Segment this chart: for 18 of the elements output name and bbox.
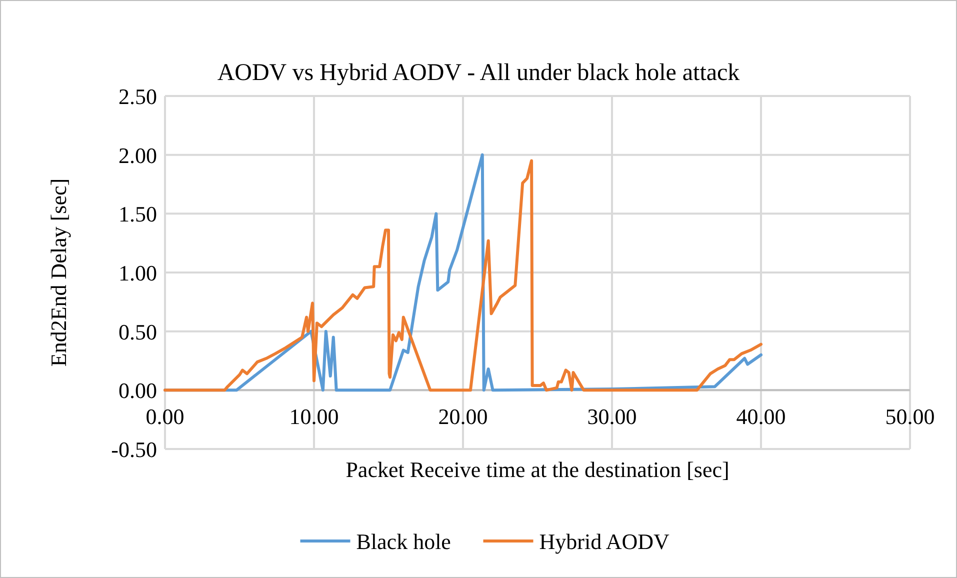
- x-axis-title: Packet Receive time at the destination [sec]: [346, 457, 730, 482]
- x-tick-label: 20.00: [438, 404, 488, 430]
- y-tick-label: 1.00: [118, 260, 157, 286]
- y-tick-label: -0.50: [111, 437, 157, 462]
- x-tick-label: 50.00: [885, 404, 935, 430]
- y-tick-label: 2.50: [118, 84, 157, 109]
- x-tick-label: 0.00: [146, 404, 184, 430]
- y-tick-label: 2.00: [118, 142, 157, 168]
- legend-label: Hybrid AODV: [539, 529, 670, 554]
- legend-label: Black hole: [356, 529, 451, 554]
- y-axis-title: End2End Delay [sec]: [46, 178, 71, 367]
- y-tick-label: 1.50: [118, 202, 157, 227]
- chart-title: AODV vs Hybrid AODV - All under black hole attack: [217, 60, 740, 86]
- x-tick-label: 10.00: [289, 404, 339, 430]
- y-tick-label: 0.00: [118, 378, 157, 404]
- y-tick-label: 0.50: [118, 319, 157, 344]
- x-tick-label: 30.00: [587, 404, 637, 430]
- x-tick-label: 40.00: [736, 404, 786, 430]
